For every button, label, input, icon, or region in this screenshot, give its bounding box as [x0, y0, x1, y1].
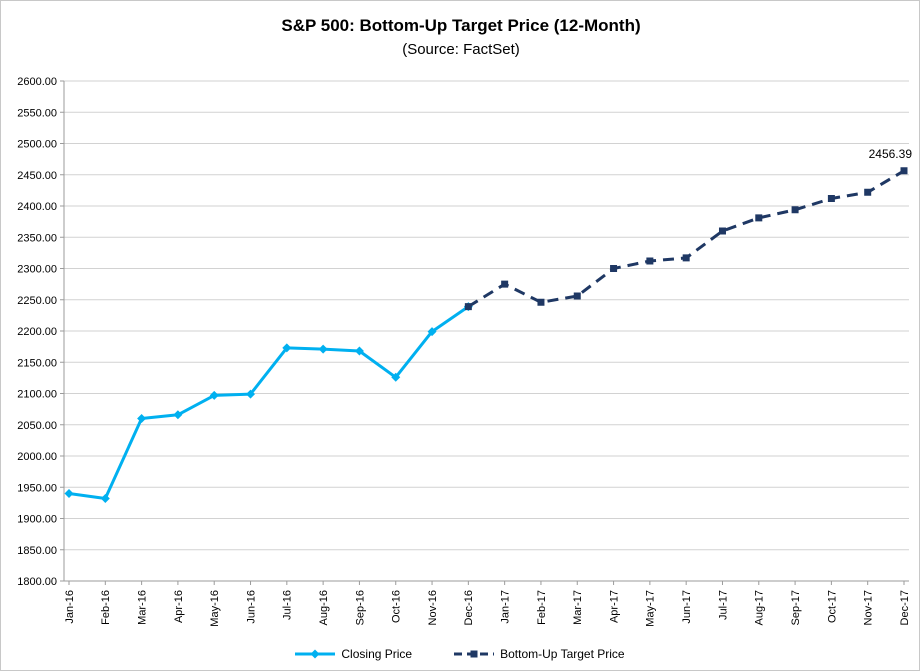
y-axis-label: 1850.00: [17, 545, 57, 557]
legend-item-target-price: Bottom-Up Target Price: [454, 647, 625, 661]
legend-label-target-price: Bottom-Up Target Price: [500, 647, 625, 661]
data-point-marker-closing-price: [137, 414, 147, 423]
y-axis-label: 2200.00: [17, 326, 57, 338]
x-axis-label: May-16: [209, 590, 221, 627]
y-axis-label: 2600.00: [17, 76, 57, 88]
data-point-marker-closing-price: [282, 343, 292, 353]
data-point-marker-bottom-up-target-price: [718, 227, 726, 235]
series-line-bottom-up-target-price: [467, 169, 905, 308]
y-axis-label: 2000.00: [17, 451, 57, 463]
legend-item-closing-price: Closing Price: [295, 647, 412, 661]
data-point-marker-closing-price: [354, 346, 364, 356]
y-axis-label: 2350.00: [17, 232, 57, 244]
x-axis-label: Oct-16: [391, 590, 403, 623]
data-point-marker-bottom-up-target-price: [464, 303, 472, 311]
data-point-marker-closing-price: [173, 410, 183, 420]
x-axis-label: Nov-16: [427, 590, 439, 625]
x-axis-label: Feb-17: [536, 590, 548, 625]
y-axis-label: 2300.00: [17, 264, 57, 276]
data-point-marker-bottom-up-target-price: [864, 188, 872, 196]
x-axis-label: Sep-16: [354, 590, 366, 625]
data-point-marker-bottom-up-target-price: [682, 254, 690, 262]
chart-subtitle: (Source: FactSet): [402, 41, 520, 58]
diamond-marker-icon: [310, 649, 320, 659]
data-point-marker-bottom-up-target-price: [501, 280, 509, 288]
y-axis-label: 1950.00: [17, 482, 57, 494]
y-axis-label: 2050.00: [17, 420, 57, 432]
y-axis-label: 2400.00: [17, 201, 57, 213]
chart-legend: Closing Price Bottom-Up Target Price: [1, 647, 919, 661]
x-axis-label: Apr-16: [173, 590, 185, 623]
x-axis-label: Feb-16: [100, 590, 112, 625]
end-value-label: 2456.39: [869, 147, 913, 161]
y-axis-label: 2250.00: [17, 295, 57, 307]
data-point-marker-bottom-up-target-price: [791, 206, 799, 214]
x-axis-label: Apr-17: [608, 590, 620, 623]
x-axis-label: Aug-16: [318, 590, 330, 625]
data-point-marker-bottom-up-target-price: [900, 167, 908, 175]
x-axis-label: Oct-17: [826, 590, 838, 623]
x-axis-label: Jan-16: [64, 590, 76, 624]
x-axis-label: Sep-17: [790, 590, 802, 625]
x-axis-label: Jun-16: [245, 590, 257, 624]
data-point-marker-closing-price: [100, 494, 110, 503]
legend-label-closing-price: Closing Price: [341, 647, 413, 661]
y-axis-label: 2500.00: [17, 139, 57, 151]
x-axis-label: Nov-17: [863, 590, 875, 625]
chart-title: S&P 500: Bottom-Up Target Price (12-Mont…: [281, 16, 640, 35]
y-axis-label: 2150.00: [17, 357, 57, 369]
x-axis-label: Jun-17: [681, 590, 693, 624]
data-point-marker-bottom-up-target-price: [646, 257, 654, 265]
y-axis-label: 2100.00: [17, 389, 57, 401]
closing-price-line-swatch: [295, 649, 336, 659]
y-axis-label: 2550.00: [17, 107, 57, 119]
data-point-marker-closing-price: [64, 489, 74, 498]
data-point-marker-closing-price: [427, 327, 437, 337]
x-axis-label: Aug-17: [754, 590, 766, 625]
x-axis-label: Mar-16: [136, 590, 148, 625]
target-price-line-swatch: [454, 650, 495, 658]
data-point-marker-bottom-up-target-price: [537, 298, 545, 306]
series-line-closing-price: [68, 305, 470, 500]
x-axis-label: Jul-17: [717, 590, 729, 620]
x-axis-label: Mar-17: [572, 590, 584, 625]
x-axis-label: Jan-17: [500, 590, 512, 624]
y-axis-label: 1800.00: [17, 576, 57, 588]
data-point-marker-closing-price: [246, 389, 256, 399]
y-axis-label: 1900.00: [17, 514, 57, 526]
x-axis-label: Dec-17: [899, 590, 911, 625]
data-point-marker-bottom-up-target-price: [755, 214, 763, 222]
data-point-marker-bottom-up-target-price: [827, 195, 835, 202]
x-axis-label: Dec-16: [463, 590, 475, 625]
data-point-marker-bottom-up-target-price: [573, 292, 581, 300]
data-point-marker-closing-price: [209, 390, 219, 400]
data-point-marker-closing-price: [391, 372, 401, 382]
y-axis-label: 2450.00: [17, 170, 57, 182]
data-point-marker-bottom-up-target-price: [610, 265, 618, 272]
data-point-marker-closing-price: [318, 344, 328, 354]
x-axis-label: May-17: [645, 590, 657, 627]
x-axis-label: Jul-16: [282, 590, 294, 620]
square-marker-icon: [470, 650, 478, 658]
